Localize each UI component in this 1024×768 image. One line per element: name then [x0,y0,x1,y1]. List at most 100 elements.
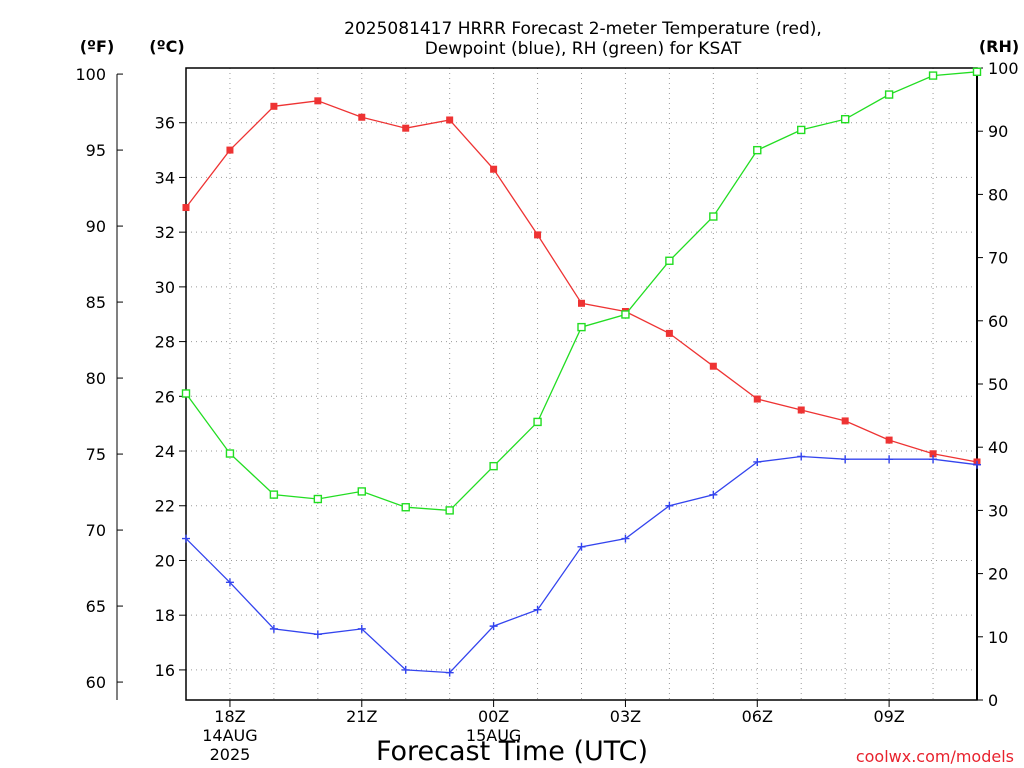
grid-lines [186,68,977,700]
dewpoint-point [973,460,981,469]
temperature-point [578,299,585,307]
celsius-tick-label: 20 [155,551,175,570]
chart-title-line-2: Dewpoint (blue), RH (green) for KSAT [425,39,742,59]
dewpoint-series [182,452,981,677]
rh-series [181,67,982,515]
dewpoint-point [665,501,674,510]
x-axis-title: Forecast Time (UTC) [376,736,648,767]
temperature-point [709,362,717,370]
celsius-tick-label: 32 [155,223,175,242]
dewpoint-point [445,668,454,677]
x-tick-label: 14AUG [202,726,257,745]
x-tick-label: 09Z [873,707,904,726]
temperature-point [226,146,234,154]
rh-point [621,310,630,319]
fahrenheit-tick-label: 95 [86,141,106,160]
rh-unit-label: (RH) [979,37,1019,56]
rh-point [884,90,894,99]
dewpoint-point [401,665,410,674]
rh-line [185,71,978,512]
fahrenheit-tick-label: 100 [75,65,106,84]
rh-tick-label: 40 [988,438,1008,457]
rh-tick-label: 50 [988,375,1008,394]
dewpoint-point [182,534,190,543]
fahrenheit-tick-label: 60 [86,673,106,692]
rh-tick-label: 90 [988,122,1008,141]
fahrenheit-tick-label: 80 [86,369,106,388]
x-tick-label: 03Z [610,707,641,726]
temperature-point [534,231,542,239]
series-layer [181,67,982,677]
dewpoint-point [621,534,630,543]
celsius-tick-label: 16 [155,661,175,680]
x-tick-label: 2025 [210,745,251,764]
rh-point [533,417,542,427]
dewpoint-point [577,542,586,551]
temperature-point [314,97,322,105]
temperature-point [358,113,366,121]
celsius-tick-label: 24 [155,442,175,461]
fahrenheit-tick-label: 75 [86,445,106,464]
rh-point [269,490,279,499]
fahrenheit-tick-label: 85 [86,293,106,312]
rh-tick-label: 20 [988,565,1008,584]
dewpoint-point [313,630,322,639]
celsius-tick-label: 26 [155,387,175,406]
dewpoint-point [709,490,718,499]
rh-point [357,487,366,496]
rh-tick-label: 70 [988,249,1008,268]
dewpoint-point [929,455,938,464]
dewpoint-point [797,452,806,461]
fahrenheit-tick-label: 65 [86,597,106,616]
temperature-series [182,97,981,466]
rh-tick-label: 0 [988,691,998,710]
temperature-point [402,124,410,132]
credit-label: coolwx.com/models [856,747,1014,766]
temperature-line [185,100,978,463]
rh-point [313,494,323,504]
temperature-point [885,436,893,444]
dewpoint-point [753,457,762,466]
rh-tick-label: 60 [988,312,1008,331]
rh-point [972,67,982,76]
axes: 16 18 20 22 24 26 28 30 32 34 36 60 65 70 75 80 85 90 95 10… [75,59,1018,764]
rh-point [401,503,410,512]
rh-tick-label: 30 [988,501,1008,520]
x-tick-label: 18Z [214,707,245,726]
fahrenheit-tick-label: 90 [86,217,106,236]
temperature-point [797,406,805,414]
temperature-point [446,116,454,124]
rh-point [840,114,850,124]
rh-tick-label: 100 [988,59,1019,78]
celsius-tick-label: 22 [155,497,175,516]
x-tick-label: 00Z [478,707,509,726]
rh-point [665,256,674,265]
dewpoint-point [225,578,234,587]
x-tick-label: 06Z [742,707,773,726]
celsius-tick-label: 36 [155,114,175,133]
rh-point [928,71,938,80]
rh-point [489,461,498,471]
rh-tick-label: 10 [988,628,1008,647]
rh-tick-label: 80 [988,185,1008,204]
celsius-unit-label: (ºC) [149,37,184,56]
temperature-point [490,165,498,173]
celsius-tick-label: 30 [155,278,175,297]
dewpoint-point [489,622,498,631]
chart-title-line-1: 2025081417 HRRR Forecast 2-meter Tempera… [344,19,822,39]
dewpoint-point [841,455,850,464]
dewpoint-point [269,624,278,633]
rh-point [753,145,762,155]
temperature-point [665,329,673,337]
temperature-point [929,450,937,458]
dewpoint-point [885,455,894,464]
fahrenheit-tick-label: 70 [86,521,106,540]
rh-point [797,125,806,135]
rh-point [709,212,718,221]
celsius-tick-label: 34 [155,168,175,187]
celsius-tick-label: 28 [155,333,175,352]
x-tick-label: 21Z [346,707,377,726]
temperature-point [841,417,849,425]
rh-point [225,449,235,458]
